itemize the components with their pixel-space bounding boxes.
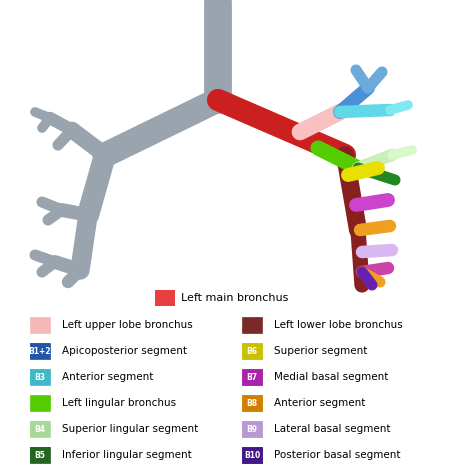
Bar [30, 447, 50, 463]
Text: B6: B6 [246, 346, 257, 356]
Bar [30, 421, 50, 437]
Text: Left lingular bronchus: Left lingular bronchus [62, 398, 176, 408]
Bar [30, 395, 50, 411]
Text: B9: B9 [246, 425, 257, 434]
Bar [30, 343, 50, 359]
Bar [242, 447, 262, 463]
Text: Left lower lobe bronchus: Left lower lobe bronchus [274, 320, 403, 330]
Text: Anterior segment: Anterior segment [274, 398, 365, 408]
Text: Superior segment: Superior segment [274, 346, 367, 356]
Text: B1+2: B1+2 [29, 346, 51, 356]
Text: Inferior lingular segment: Inferior lingular segment [62, 450, 192, 460]
Bar [242, 421, 262, 437]
Bar [30, 369, 50, 385]
Bar [155, 290, 175, 306]
Bar [242, 343, 262, 359]
Text: Lateral basal segment: Lateral basal segment [274, 424, 391, 434]
Bar [242, 447, 262, 463]
Text: Medial basal segment: Medial basal segment [274, 372, 388, 382]
Bar [242, 369, 262, 385]
Bar [30, 369, 50, 385]
Bar [242, 369, 262, 385]
Text: Left main bronchus: Left main bronchus [181, 293, 288, 303]
Bar [30, 343, 50, 359]
Bar [30, 447, 50, 463]
Bar [242, 421, 262, 437]
Text: B8: B8 [246, 399, 257, 408]
Text: B10: B10 [244, 450, 260, 459]
Bar [242, 395, 262, 411]
Bar [242, 395, 262, 411]
Bar [30, 421, 50, 437]
Text: Apicoposterior segment: Apicoposterior segment [62, 346, 187, 356]
Text: Left upper lobe bronchus: Left upper lobe bronchus [62, 320, 193, 330]
Text: Superior lingular segment: Superior lingular segment [62, 424, 198, 434]
Bar [242, 343, 262, 359]
Text: Posterior basal segment: Posterior basal segment [274, 450, 401, 460]
Text: B4: B4 [35, 425, 46, 434]
Text: Anterior segment: Anterior segment [62, 372, 154, 382]
Bar [30, 317, 50, 333]
Bar [242, 317, 262, 333]
Text: B3: B3 [35, 373, 46, 382]
Text: B5: B5 [35, 450, 46, 459]
Text: B7: B7 [246, 373, 257, 382]
